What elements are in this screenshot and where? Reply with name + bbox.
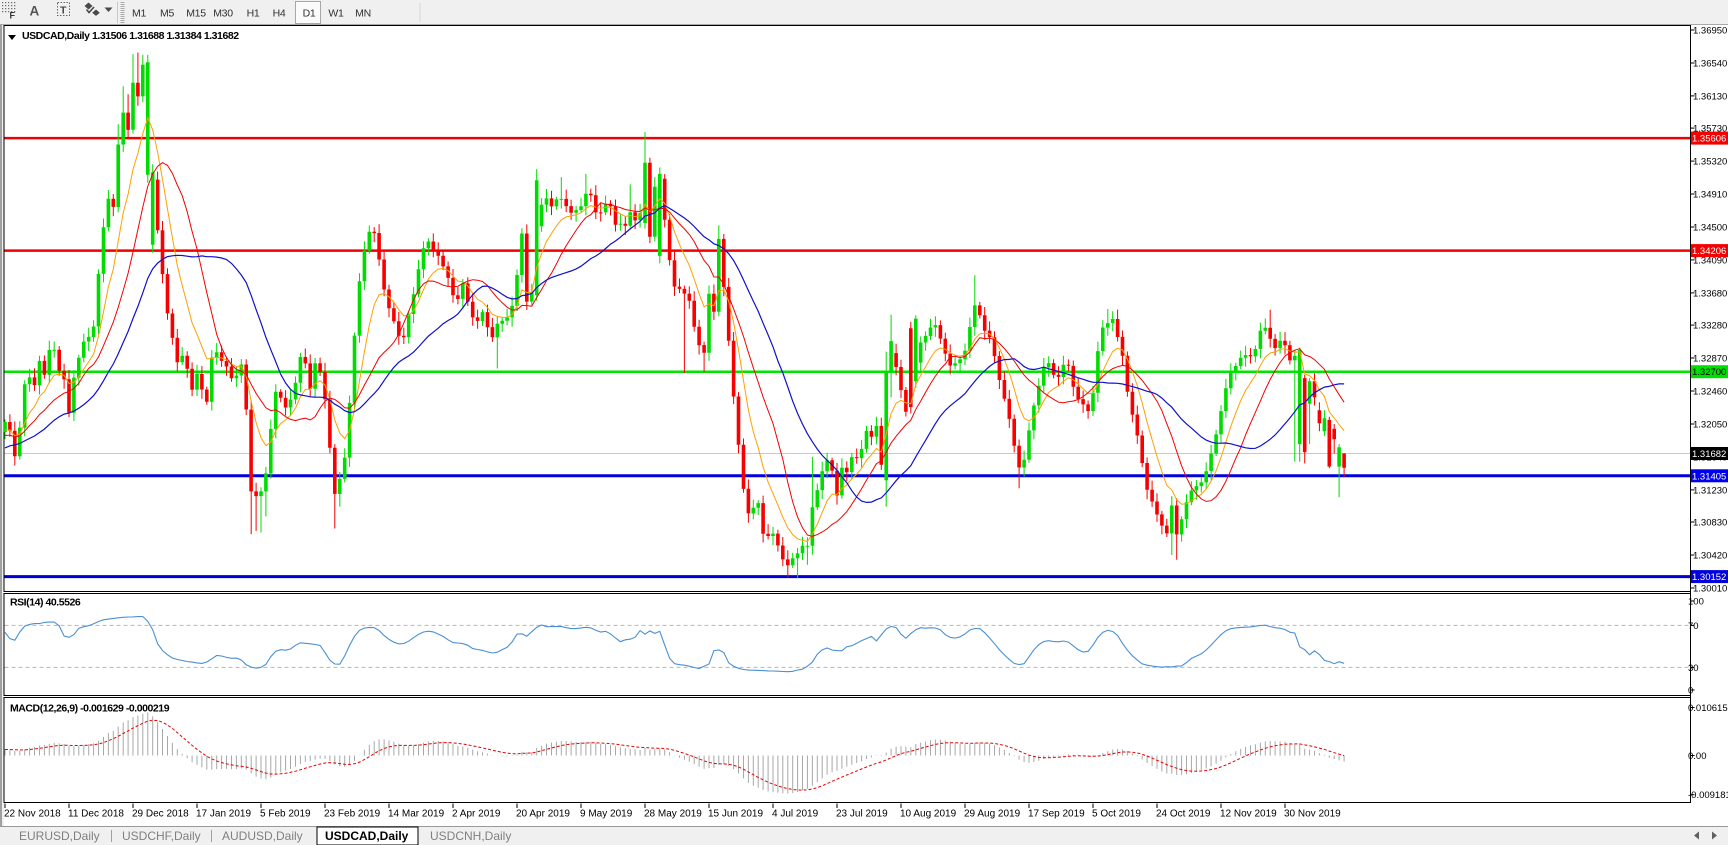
svg-text:1.33680: 1.33680	[1693, 288, 1727, 299]
svg-text:4 Jul 2019: 4 Jul 2019	[772, 809, 819, 820]
svg-text:1.30152: 1.30152	[1692, 572, 1726, 583]
svg-text:F: F	[10, 11, 16, 21]
svg-text:30 Nov 2019: 30 Nov 2019	[1284, 809, 1341, 820]
svg-text:1.36130: 1.36130	[1693, 91, 1727, 102]
svg-text:1.30010: 1.30010	[1693, 584, 1727, 595]
svg-text:1.33280: 1.33280	[1693, 321, 1727, 332]
svg-text:M5: M5	[160, 8, 174, 20]
svg-text:23 Jul 2019: 23 Jul 2019	[836, 809, 888, 820]
svg-text:W1: W1	[328, 8, 344, 20]
svg-text:28 May 2019: 28 May 2019	[644, 809, 702, 820]
svg-text:1.34500: 1.34500	[1693, 223, 1727, 234]
svg-text:USDCNH,Daily: USDCNH,Daily	[430, 829, 511, 843]
svg-text:T: T	[60, 5, 67, 17]
svg-text:0.00: 0.00	[1688, 751, 1707, 762]
svg-text:1.30420: 1.30420	[1693, 551, 1727, 562]
svg-text:M30: M30	[213, 8, 233, 20]
svg-text:RSI(14) 40.5526: RSI(14) 40.5526	[10, 597, 81, 609]
svg-text:1.34910: 1.34910	[1693, 190, 1727, 201]
svg-text:0.010615: 0.010615	[1688, 703, 1728, 714]
svg-text:1.35730: 1.35730	[1693, 124, 1727, 135]
svg-text:1.32870: 1.32870	[1693, 354, 1727, 365]
svg-text:11 Dec 2018: 11 Dec 2018	[68, 809, 124, 820]
svg-text:1.32700: 1.32700	[1692, 367, 1726, 378]
svg-text:1.35320: 1.35320	[1693, 157, 1727, 168]
svg-text:5 Feb 2019: 5 Feb 2019	[260, 809, 311, 820]
svg-text:10 Aug 2019: 10 Aug 2019	[900, 809, 957, 820]
svg-text:29 Aug 2019: 29 Aug 2019	[964, 809, 1021, 820]
svg-text:23 Feb 2019: 23 Feb 2019	[324, 809, 381, 820]
svg-text:20 Apr 2019: 20 Apr 2019	[516, 809, 570, 820]
svg-text:H1: H1	[247, 8, 260, 20]
svg-text:2 Apr 2019: 2 Apr 2019	[452, 809, 501, 820]
svg-text:100: 100	[1688, 597, 1704, 608]
svg-text:AUDUSD,Daily: AUDUSD,Daily	[222, 829, 303, 843]
svg-text:M1: M1	[132, 8, 146, 20]
svg-text:1.31405: 1.31405	[1692, 471, 1726, 482]
svg-text:1.34090: 1.34090	[1693, 255, 1727, 266]
svg-text:70: 70	[1688, 621, 1699, 632]
svg-text:1.36540: 1.36540	[1693, 59, 1727, 70]
svg-text:EURUSD,Daily: EURUSD,Daily	[19, 829, 100, 843]
svg-text:1.36950: 1.36950	[1693, 26, 1727, 37]
svg-text:MACD(12,26,9) -0.001629 -0.000: MACD(12,26,9) -0.001629 -0.000219	[10, 703, 170, 715]
svg-text:0: 0	[1688, 686, 1693, 697]
svg-text:-0.009181: -0.009181	[1688, 790, 1728, 801]
svg-text:USDCAD,Daily: USDCAD,Daily	[325, 829, 409, 843]
svg-text:H4: H4	[273, 8, 286, 20]
svg-text:MN: MN	[355, 8, 371, 20]
svg-text:22 Nov 2018: 22 Nov 2018	[4, 809, 61, 820]
svg-text:9 May 2019: 9 May 2019	[580, 809, 633, 820]
svg-text:29 Dec 2018: 29 Dec 2018	[132, 809, 189, 820]
svg-text:17 Sep 2019: 17 Sep 2019	[1028, 809, 1085, 820]
svg-text:24 Oct 2019: 24 Oct 2019	[1156, 809, 1211, 820]
svg-text:USDCAD,Daily 1.31506 1.31688: USDCAD,Daily 1.31506 1.31688 1.31384 1.3…	[22, 30, 239, 42]
svg-text:USDCHF,Daily: USDCHF,Daily	[122, 829, 201, 843]
svg-text:1.35606: 1.35606	[1692, 134, 1726, 145]
svg-text:1.30830: 1.30830	[1693, 518, 1727, 529]
svg-text:1.32050: 1.32050	[1693, 420, 1727, 431]
svg-text:1.31682: 1.31682	[1692, 449, 1726, 460]
svg-text:1.31230: 1.31230	[1693, 485, 1727, 496]
svg-text:D1: D1	[303, 8, 316, 20]
svg-text:A: A	[30, 4, 40, 19]
svg-text:5 Oct 2019: 5 Oct 2019	[1092, 809, 1141, 820]
svg-text:12 Nov 2019: 12 Nov 2019	[1220, 809, 1277, 820]
svg-text:17 Jan 2019: 17 Jan 2019	[196, 809, 251, 820]
svg-text:M15: M15	[186, 8, 206, 20]
svg-text:15 Jun 2019: 15 Jun 2019	[708, 809, 763, 820]
svg-text:30: 30	[1688, 663, 1699, 674]
svg-text:1.34206: 1.34206	[1692, 246, 1726, 257]
svg-text:14 Mar 2019: 14 Mar 2019	[388, 809, 445, 820]
svg-text:1.32460: 1.32460	[1693, 387, 1727, 398]
